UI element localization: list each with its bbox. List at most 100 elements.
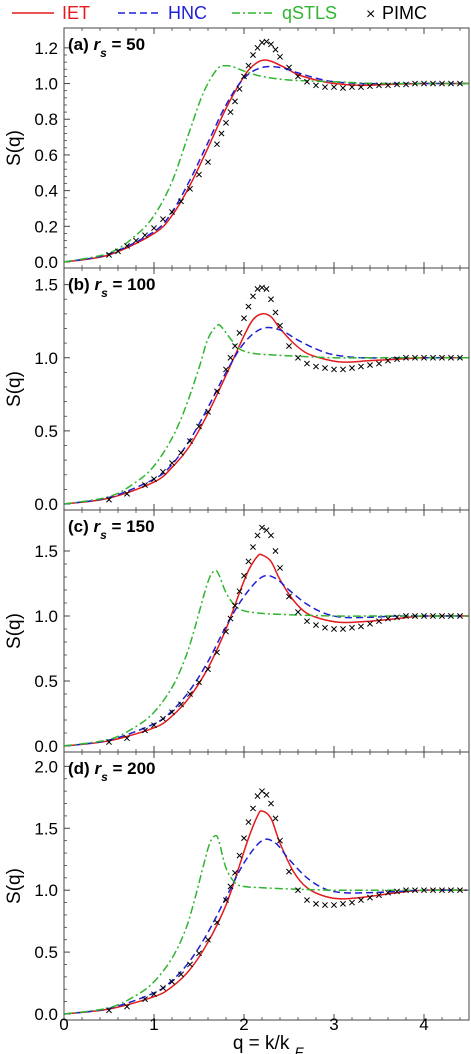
legend-label: IET xyxy=(62,3,90,23)
x-tick-label: 3 xyxy=(329,1015,338,1034)
pimc-point xyxy=(223,628,229,635)
pimc-point xyxy=(403,613,409,619)
pimc-point xyxy=(358,623,364,630)
pimc-point xyxy=(115,248,121,255)
pimc-point xyxy=(250,805,256,812)
pimc-point xyxy=(358,897,364,904)
pimc-point xyxy=(245,62,252,69)
y-tick-label: 0.0 xyxy=(34,737,58,756)
pimc-point xyxy=(169,460,175,467)
pimc-point xyxy=(272,309,279,316)
pimc-point xyxy=(259,284,265,291)
pimc-point xyxy=(421,887,427,894)
panels: 0.00.20.40.60.81.01.2S(q)(a) rs = 500.00… xyxy=(4,27,470,1024)
pimc-point xyxy=(421,80,427,87)
pimc-point xyxy=(263,38,270,45)
pimc-point xyxy=(214,141,220,148)
pimc-point xyxy=(232,602,238,609)
pimc-point xyxy=(349,84,355,91)
y-tick-label: 0.6 xyxy=(34,146,58,165)
pimc-point xyxy=(304,78,310,85)
pimc-point xyxy=(403,354,409,361)
pimc-point xyxy=(236,852,243,859)
panel-frame xyxy=(63,267,470,511)
pimc-point xyxy=(205,159,211,166)
pimc-point xyxy=(241,572,247,579)
pimc-point xyxy=(322,624,328,631)
series-iet xyxy=(64,59,469,263)
pimc-point xyxy=(241,835,247,842)
panel-series xyxy=(64,788,469,1015)
pimc-point xyxy=(322,365,328,371)
pimc-point xyxy=(313,363,319,370)
y-axis-label: S(q) xyxy=(4,868,25,904)
legend: IET HNC qSTLS × PIMC xyxy=(12,3,427,23)
panel-series xyxy=(64,524,469,747)
pimc-point xyxy=(187,185,193,192)
pimc-point xyxy=(331,366,337,373)
panel-frame xyxy=(63,509,470,753)
pimc-point xyxy=(218,130,225,137)
pimc-point xyxy=(196,950,202,957)
series-hnc xyxy=(64,326,469,505)
y-tick-label: 1.0 xyxy=(34,881,58,900)
pimc-point xyxy=(448,613,454,619)
pimc-point xyxy=(214,919,220,926)
panel-a: 0.0 0.2 0.4 0.6 0.8 1.0 1.2 S(q) (a) rs = 50 xyxy=(4,27,470,272)
pimc-point xyxy=(340,900,346,907)
legend-label: qSTLS xyxy=(282,3,337,23)
panel-frame xyxy=(63,27,470,269)
pimc-point xyxy=(367,83,373,90)
pimc-point xyxy=(313,82,319,89)
x-axis-label: q = k/k F xyxy=(233,1033,305,1054)
pimc-point xyxy=(412,354,418,361)
pimc-point xyxy=(313,900,319,907)
pimc-point xyxy=(259,788,265,795)
pimc-point xyxy=(331,902,337,909)
pimc-point xyxy=(169,978,175,985)
pimc-point xyxy=(394,614,400,621)
pimc-point xyxy=(376,892,382,899)
pimc-point xyxy=(277,53,283,60)
pimc-point xyxy=(227,615,234,622)
pimc-point xyxy=(268,800,274,807)
series-qstls xyxy=(64,323,469,505)
pimc-point xyxy=(272,815,279,822)
pimc-point xyxy=(367,620,373,627)
y-axis-label: S(q) xyxy=(4,613,25,649)
pimc-point xyxy=(376,360,382,367)
pimc-point xyxy=(394,81,400,88)
pimc-point xyxy=(178,971,184,978)
pimc-point xyxy=(448,887,454,894)
pimc-point xyxy=(286,593,292,600)
pimc-point xyxy=(421,354,427,361)
pimc-point xyxy=(403,81,409,88)
pimc-point xyxy=(124,490,130,497)
pimc-point xyxy=(430,613,436,619)
pimc-point xyxy=(151,476,157,483)
pimc-point xyxy=(340,85,346,91)
pimc-point xyxy=(124,735,130,742)
pimc-point xyxy=(223,897,229,904)
pimc-point xyxy=(160,985,166,991)
pimc-point xyxy=(322,902,328,909)
pimc-point xyxy=(439,887,445,894)
y-tick-label: 0.4 xyxy=(34,182,58,201)
pimc-point xyxy=(232,869,238,876)
pimc-point xyxy=(106,739,112,746)
pimc-point xyxy=(250,544,256,551)
pimc-point xyxy=(412,613,418,619)
pimc-point xyxy=(133,237,139,244)
pimc-point xyxy=(268,532,274,539)
y-tick-label: 1.2 xyxy=(34,39,58,58)
pimc-point xyxy=(151,991,157,998)
pimc-point xyxy=(304,897,310,904)
pimc-point xyxy=(349,624,355,631)
y-tick-label: 0.0 xyxy=(34,1005,58,1024)
pimc-point xyxy=(178,198,184,205)
pimc-point xyxy=(457,613,463,619)
pimc-point xyxy=(268,41,274,48)
pimc-point xyxy=(187,961,193,968)
pimc-point xyxy=(286,64,292,71)
